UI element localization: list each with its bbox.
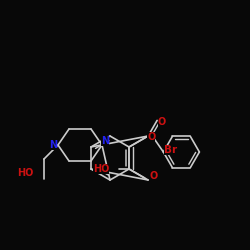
Text: O: O xyxy=(147,132,156,142)
Text: HO: HO xyxy=(93,164,109,174)
Text: HO: HO xyxy=(18,168,34,178)
Text: N: N xyxy=(101,136,109,146)
Text: O: O xyxy=(150,171,158,181)
Text: Br: Br xyxy=(164,146,177,156)
Text: O: O xyxy=(158,118,166,128)
Text: N: N xyxy=(49,140,57,150)
